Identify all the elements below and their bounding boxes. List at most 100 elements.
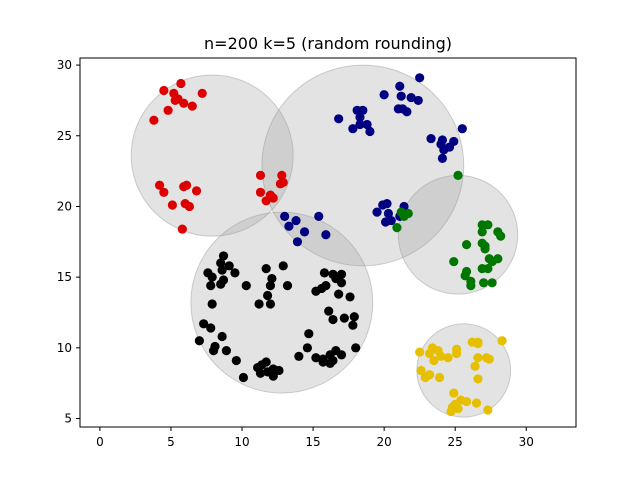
point-cluster-5-2 [416,365,426,376]
point-cluster-5-7 [429,355,439,366]
point-cluster-2-24 [439,145,449,155]
point-cluster-1-21 [277,170,287,180]
point-cluster-3-38 [217,331,227,342]
point-cluster-5-17 [497,336,507,346]
point-cluster-3-32 [328,314,338,325]
point-cluster-1-15 [191,186,202,196]
point-cluster-2-34 [284,221,294,231]
point-cluster-5-18 [473,353,483,363]
point-cluster-3-6 [230,268,240,278]
cluster-3-points [194,251,361,383]
x-axis: 0 5 10 15 20 25 30 [96,427,534,449]
point-cluster-2-37 [314,211,324,221]
point-cluster-2-16 [348,124,358,134]
point-cluster-5-13 [452,348,462,359]
point-cluster-4-10 [496,231,506,241]
point-cluster-1-8 [197,88,207,98]
point-cluster-1-6 [179,98,189,108]
point-cluster-2-6 [413,95,423,106]
point-cluster-3-9 [206,281,216,291]
point-cluster-3-29 [334,289,344,299]
point-cluster-1-9 [163,105,173,115]
point-cluster-2-35 [299,227,310,237]
point-cluster-3-31 [324,306,334,316]
point-cluster-1-23 [275,179,285,189]
point-cluster-4-4 [403,208,413,219]
point-cluster-3-42 [221,346,231,356]
point-cluster-2-3 [379,90,389,100]
data-points [149,73,507,417]
point-cluster-3-57 [318,357,328,367]
point-cluster-4-14 [480,241,490,251]
point-cluster-4-11 [461,240,472,250]
point-cluster-3-51 [255,368,266,378]
point-cluster-1-18 [184,201,195,212]
point-cluster-3-16 [282,281,293,291]
y-tick-label-30: 30 [57,58,72,72]
point-cluster-3-49 [274,365,284,376]
point-cluster-2-38 [280,211,290,221]
point-cluster-1-19 [177,224,187,234]
point-cluster-1-1 [159,85,169,96]
point-cluster-2-17 [365,126,375,137]
point-cluster-1-16 [167,200,177,210]
point-cluster-3-14 [278,261,288,271]
y-tick-label-10: 10 [57,341,72,355]
point-cluster-2-25 [437,153,448,163]
plot-area-frame [79,57,577,428]
y-tick-label-15: 15 [57,270,72,284]
point-cluster-5-20 [484,354,494,364]
point-cluster-3-44 [238,372,249,383]
point-cluster-3-52 [268,371,278,381]
point-cluster-3-39 [194,336,204,346]
point-cluster-1-20 [255,170,266,180]
point-cluster-3-33 [339,313,349,323]
point-cluster-4-1 [453,170,463,180]
point-cluster-1-2 [176,78,186,89]
point-cluster-2-14 [355,119,365,130]
point-cluster-3-47 [261,357,271,367]
point-cluster-5-1 [415,347,425,357]
point-cluster-2-2 [415,73,425,83]
point-cluster-1-27 [261,196,271,206]
point-cluster-3-34 [349,312,359,322]
point-cluster-4-7 [483,220,493,230]
x-tick-label-5: 5 [167,435,175,449]
cluster-1-points [149,78,288,234]
point-cluster-1-14 [181,180,192,190]
cluster-4-points [392,170,506,291]
point-cluster-5-22 [473,374,483,384]
point-cluster-5-29 [446,406,456,417]
point-cluster-3-58 [325,358,335,368]
point-cluster-5-31 [483,405,493,415]
x-tick-label-15: 15 [305,435,320,449]
x-tick-label-0: 0 [96,435,104,449]
point-cluster-2-18 [457,124,467,134]
cluster-5-points [415,336,507,417]
point-cluster-3-41 [208,346,219,356]
y-tick-label-5: 5 [64,412,72,426]
y-tick-label-25: 25 [57,129,72,143]
point-cluster-3-35 [348,320,358,330]
point-cluster-5-16 [473,338,483,349]
point-cluster-2-9 [355,112,365,122]
point-cluster-3-37 [206,323,216,333]
point-cluster-1-24 [255,187,266,197]
point-cluster-1-10 [149,115,159,125]
cluster-circle-3 [190,211,374,394]
point-cluster-3-1 [218,251,229,261]
x-tick-label-30: 30 [519,435,534,449]
point-cluster-3-62 [302,343,312,353]
point-cluster-4-24 [466,276,476,286]
point-cluster-2-40 [380,217,391,227]
point-cluster-4-26 [487,278,497,288]
point-cluster-2-13 [402,107,412,117]
point-cluster-3-60 [331,346,341,356]
x-tick-label-10: 10 [234,435,249,449]
point-cluster-1-5 [170,95,180,106]
point-cluster-4-3 [396,207,406,217]
point-cluster-2-30 [383,208,394,219]
point-cluster-1-7 [187,101,197,111]
